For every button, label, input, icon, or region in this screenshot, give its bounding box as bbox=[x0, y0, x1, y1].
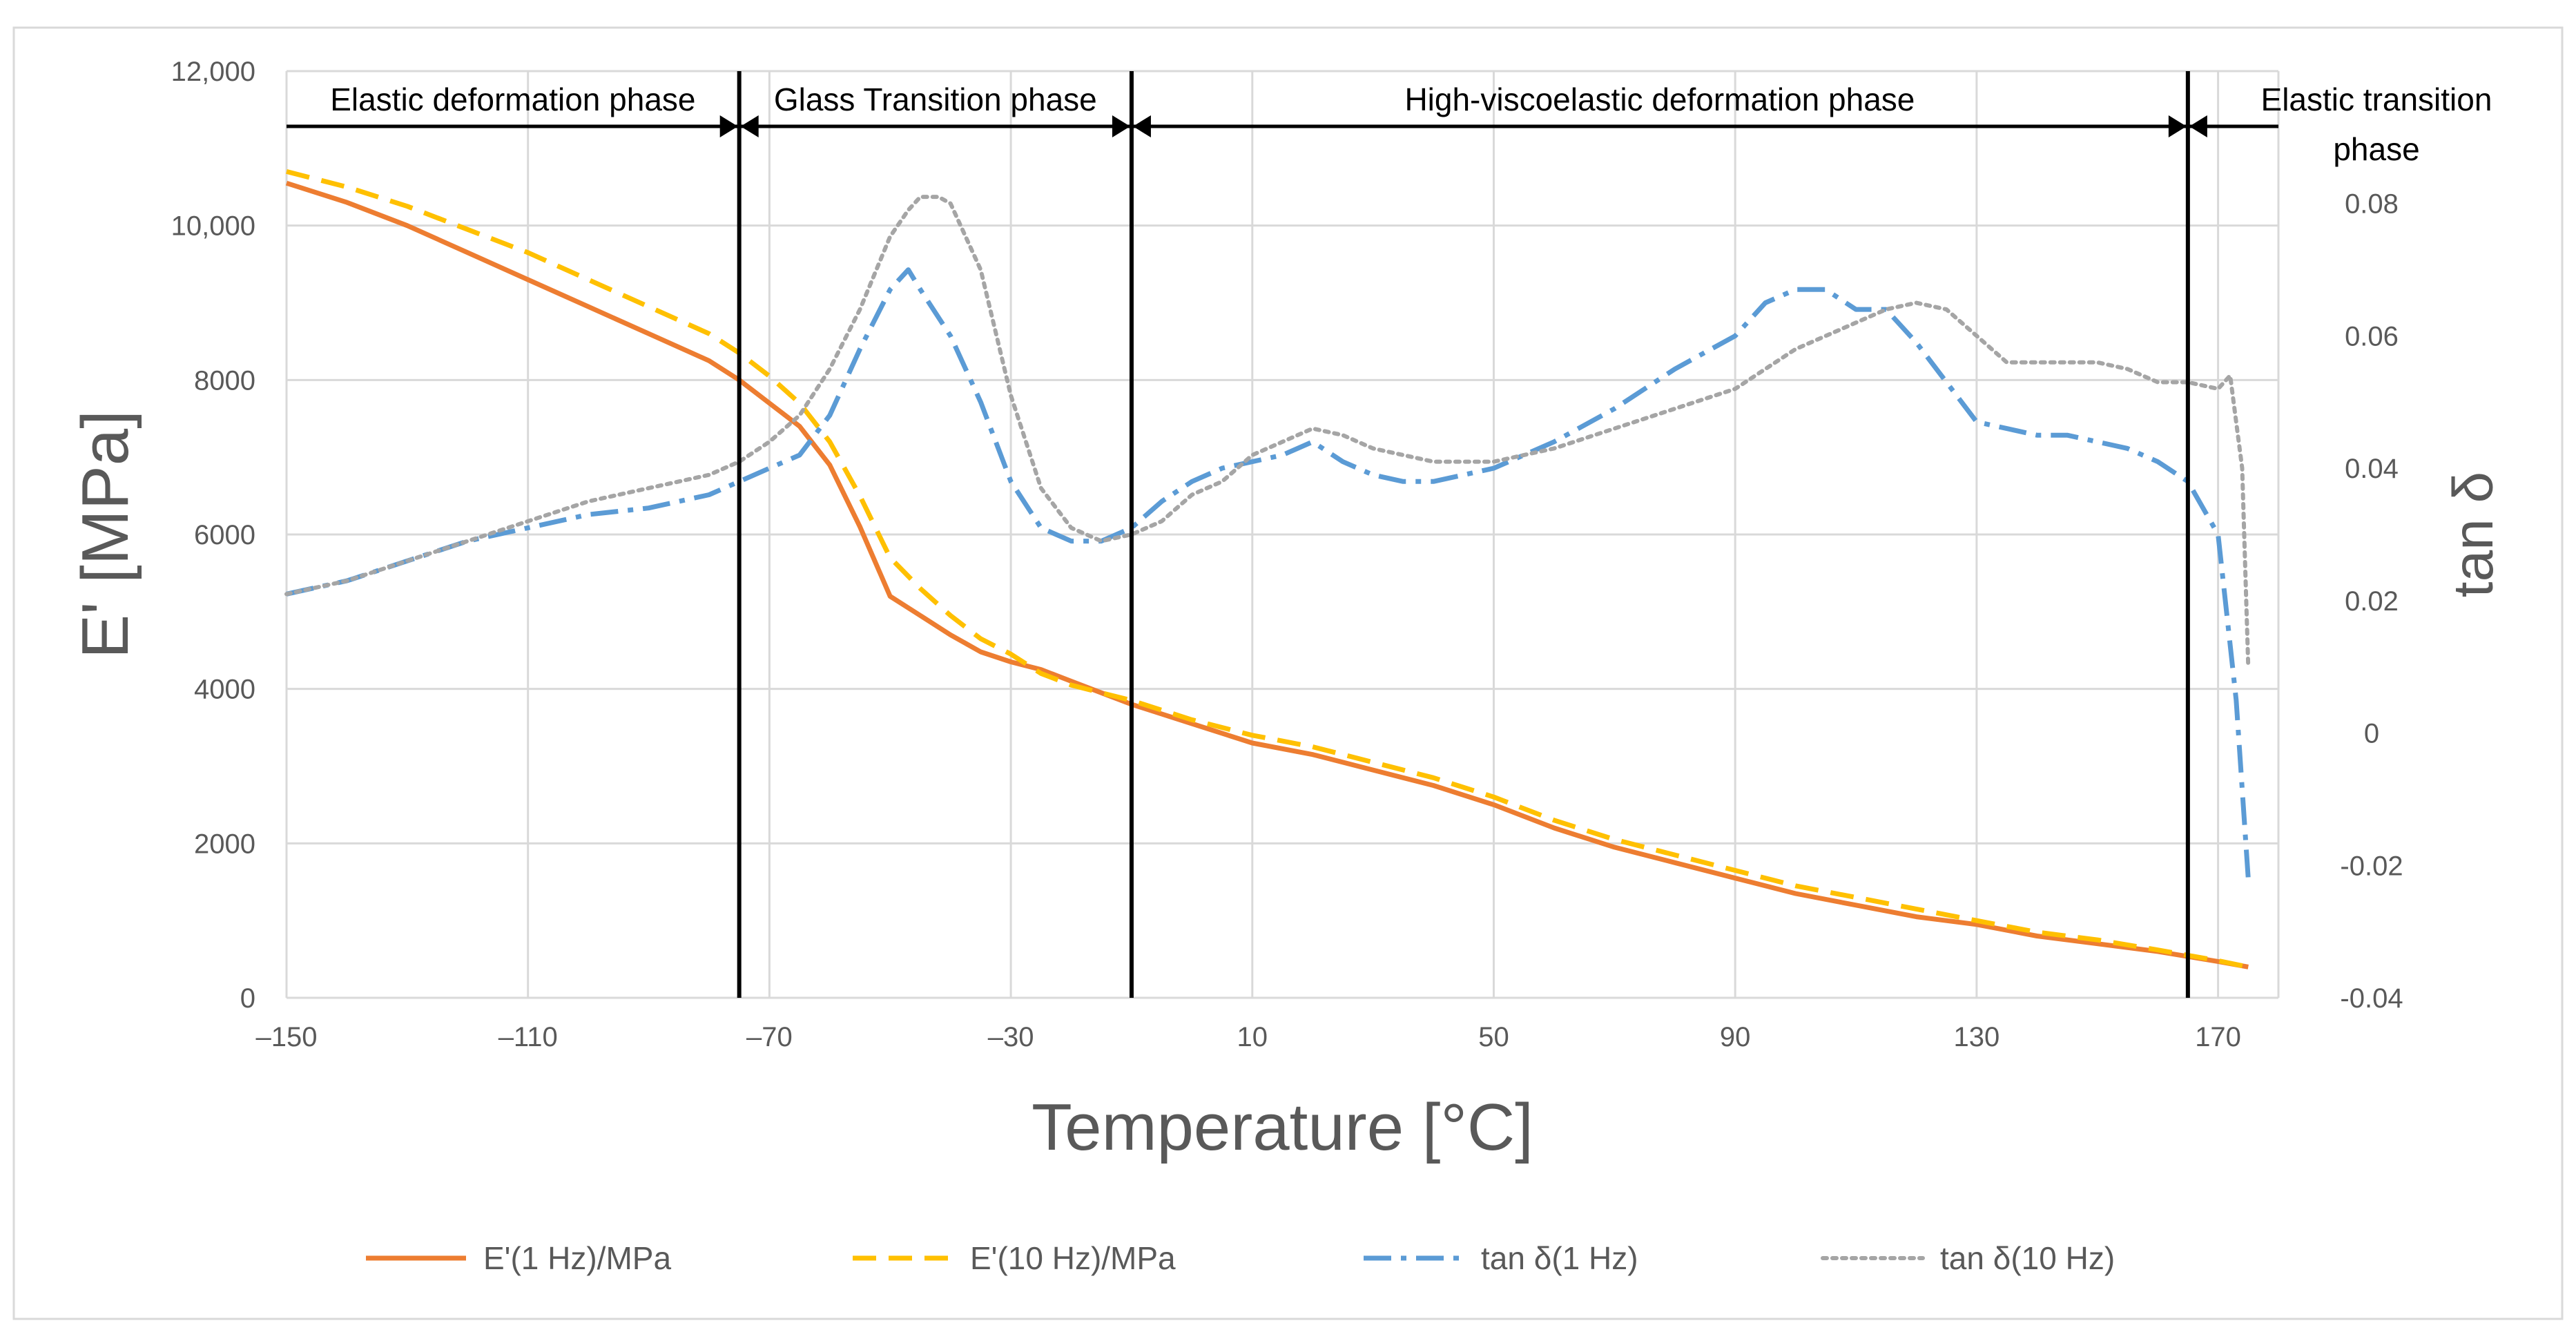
axis-layer: –150 –110 –70 –30 10 50 90 130 170 0 2000 4000 6000 8… bbox=[68, 57, 2505, 1164]
legend-label: E'(1 Hz)/MPa bbox=[483, 1240, 671, 1276]
y2-tick-label: 0.04 bbox=[2345, 454, 2399, 484]
chart-frame bbox=[12, 26, 2564, 1320]
y2-axis-title: tan δ bbox=[2442, 472, 2505, 597]
phase-arrowhead-left bbox=[1132, 115, 1151, 137]
y2-tick-label: 0 bbox=[2364, 719, 2379, 749]
y-tick-label: 12,000 bbox=[171, 57, 255, 87]
legend-label: tan δ(1 Hz) bbox=[1481, 1240, 1638, 1276]
x-axis-title: Temperature [°C] bbox=[1032, 1090, 1533, 1164]
x-tick-label: 170 bbox=[2195, 1022, 2241, 1052]
y-tick-label: 2000 bbox=[194, 829, 255, 859]
y2-tick-label: 0.02 bbox=[2345, 586, 2399, 617]
phase-arrowhead-left bbox=[740, 115, 759, 137]
y2-tick-label: -0.04 bbox=[2340, 983, 2403, 1014]
series-tan-delta-10hz bbox=[284, 195, 2251, 669]
legend-item-e-prime-1hz: E'(1 Hz)/MPa bbox=[366, 1240, 671, 1276]
phase-arrowhead-left bbox=[2189, 115, 2207, 137]
phase-arrowhead-right bbox=[719, 115, 738, 137]
y-tick-label: 4000 bbox=[194, 675, 255, 705]
series-e-prime-1hz bbox=[285, 180, 2249, 969]
phase-label: High-viscoelastic deformation phase bbox=[1404, 81, 1915, 117]
y-tick-label: 10,000 bbox=[171, 211, 255, 242]
x-tick-label: –70 bbox=[746, 1022, 793, 1052]
grid-layer bbox=[285, 70, 2280, 999]
y-axis-title: E' [MPa] bbox=[68, 410, 142, 659]
legend-item-tan-delta-1hz: tan δ(1 Hz) bbox=[1364, 1240, 1638, 1276]
phase-label: Elastic deformation phase bbox=[330, 81, 695, 117]
series-e-prime-10hz bbox=[286, 169, 2249, 969]
x-tick-label: 90 bbox=[1720, 1022, 1751, 1052]
phase-label: Elastic transition bbox=[2261, 81, 2492, 117]
x-tick-label: 50 bbox=[1478, 1022, 1509, 1052]
legend-label: E'(10 Hz)/MPa bbox=[970, 1240, 1176, 1276]
x-tick-label: 10 bbox=[1237, 1022, 1268, 1052]
y2-tick-label: 0.06 bbox=[2345, 321, 2399, 351]
phase-label: phase bbox=[2333, 131, 2419, 167]
series-layer bbox=[284, 169, 2251, 969]
phase-arrowhead-right bbox=[2168, 115, 2187, 137]
x-tick-label: –30 bbox=[988, 1022, 1034, 1052]
phase-arrowhead-right bbox=[1112, 115, 1130, 137]
legend-item-e-prime-10hz: E'(10 Hz)/MPa bbox=[853, 1240, 1176, 1276]
x-tick-label: –110 bbox=[498, 1022, 558, 1052]
y-tick-label: 8000 bbox=[194, 365, 255, 396]
y-tick-label: 6000 bbox=[194, 520, 255, 550]
phase-layer: Elastic deformation phase Glass Transitio… bbox=[287, 71, 2492, 998]
y2-tick-label: -0.02 bbox=[2340, 851, 2403, 881]
legend-layer: E'(1 Hz)/MPa E'(10 Hz)/MPa tan δ(1 Hz) tan … bbox=[366, 1240, 2115, 1276]
legend-label: tan δ(10 Hz) bbox=[1940, 1240, 2115, 1276]
legend-item-tan-delta-10hz: tan δ(10 Hz) bbox=[1821, 1240, 2115, 1276]
x-tick-label: –150 bbox=[256, 1022, 318, 1052]
y2-tick-label: 0.08 bbox=[2345, 189, 2399, 220]
y-tick-label: 0 bbox=[240, 983, 255, 1014]
x-tick-label: 130 bbox=[1954, 1022, 2000, 1052]
phase-label: Glass Transition phase bbox=[774, 81, 1097, 117]
